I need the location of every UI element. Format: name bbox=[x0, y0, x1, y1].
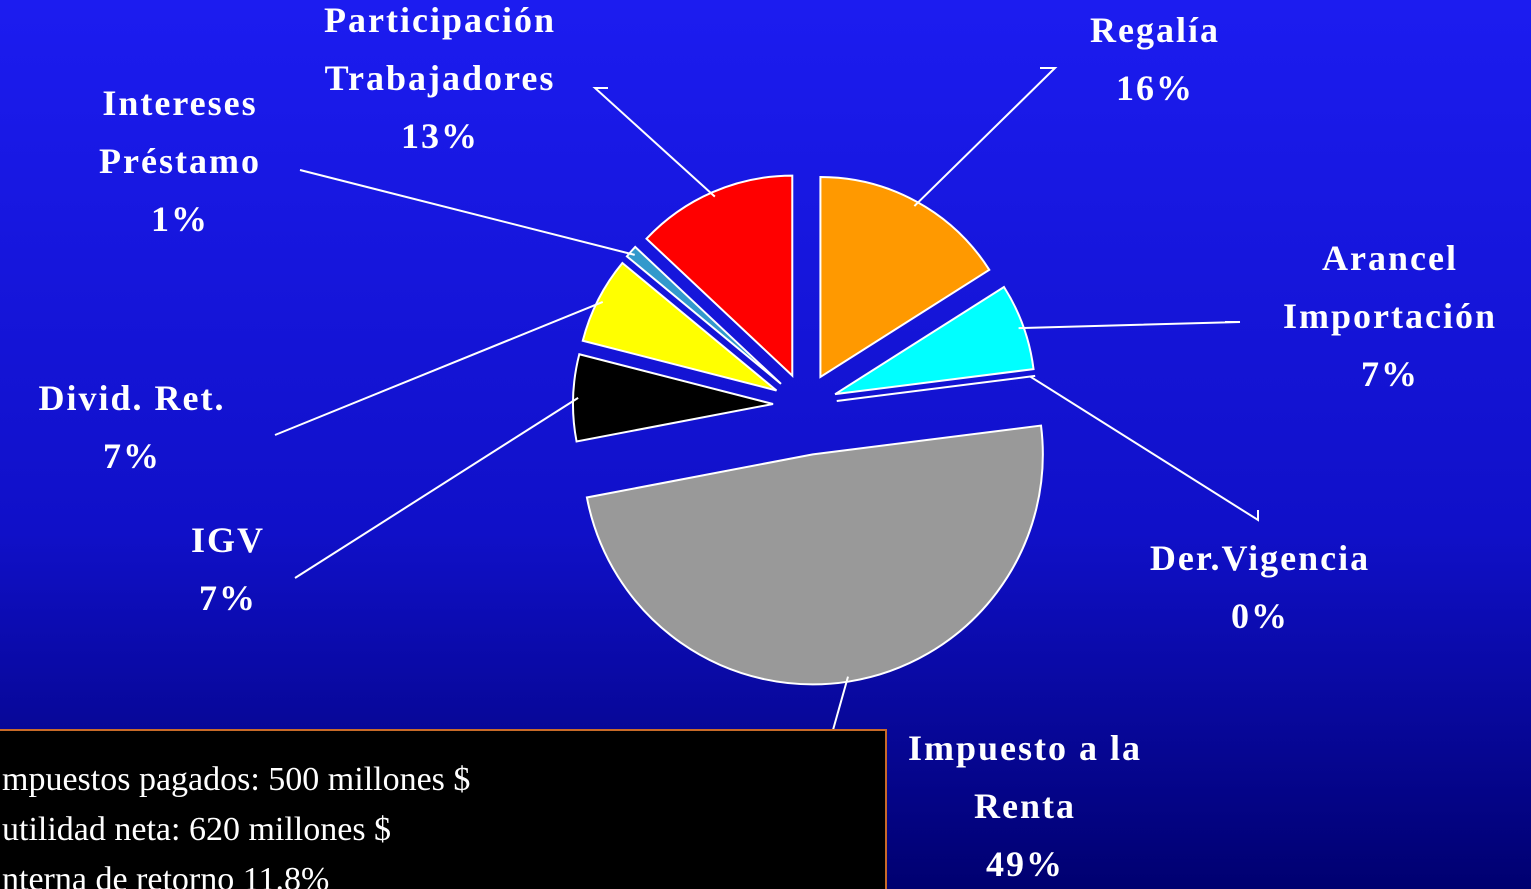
slice-value-label: 1% bbox=[151, 199, 209, 239]
pie-slice bbox=[572, 353, 774, 443]
leader-line bbox=[299, 169, 635, 256]
slice-value-label: 7% bbox=[199, 578, 257, 618]
slice-label: Participación Trabajadores bbox=[324, 0, 556, 98]
leader-line bbox=[294, 397, 579, 579]
labels: Regalía 16% Arancel Importación 7% Der.Vigenc… bbox=[39, 0, 1497, 884]
pie-slice bbox=[581, 261, 778, 392]
slice-label: Divid. Ret. bbox=[39, 378, 226, 418]
leader-line bbox=[1029, 375, 1259, 522]
pie-slice bbox=[819, 175, 991, 379]
slice-value-label: 0% bbox=[1231, 596, 1289, 636]
slice-value-label: 16% bbox=[1116, 68, 1194, 108]
slice-value-label: 7% bbox=[1361, 354, 1419, 394]
leader-line bbox=[1018, 321, 1241, 330]
slice-label: Arancel Importación bbox=[1283, 238, 1497, 336]
slice-label: Impuesto a la Renta bbox=[908, 728, 1142, 826]
slice-label: Der.Vigencia bbox=[1150, 538, 1370, 578]
note-text: mpuestos pagados: 500 millones $ bbox=[2, 761, 470, 798]
leader-line bbox=[592, 87, 716, 198]
pie-slice bbox=[834, 285, 1035, 396]
leader-line bbox=[913, 67, 1058, 207]
pie-slice bbox=[625, 245, 782, 385]
pie-slice bbox=[585, 424, 1044, 686]
leader-line bbox=[832, 676, 849, 731]
slice-label: Intereses Préstamo bbox=[99, 83, 261, 181]
note-text: utilidad neta: 620 millones $ bbox=[2, 811, 391, 848]
leader-line bbox=[274, 301, 604, 436]
slice-value-label: 49% bbox=[986, 844, 1064, 884]
pie bbox=[572, 174, 1044, 686]
pie-slice bbox=[836, 374, 1036, 402]
note-background bbox=[0, 729, 887, 889]
note-box: mpuestos pagados: 500 millones $ utilidad… bbox=[0, 729, 887, 889]
slice-label: Regalía bbox=[1090, 10, 1220, 50]
note-text: nterna de retorno 11.8% bbox=[2, 861, 329, 889]
slice-value-label: 13% bbox=[401, 116, 479, 156]
pie-slice bbox=[645, 174, 794, 378]
slice-value-label: 7% bbox=[103, 436, 161, 476]
slice-label: IGV bbox=[191, 520, 265, 560]
